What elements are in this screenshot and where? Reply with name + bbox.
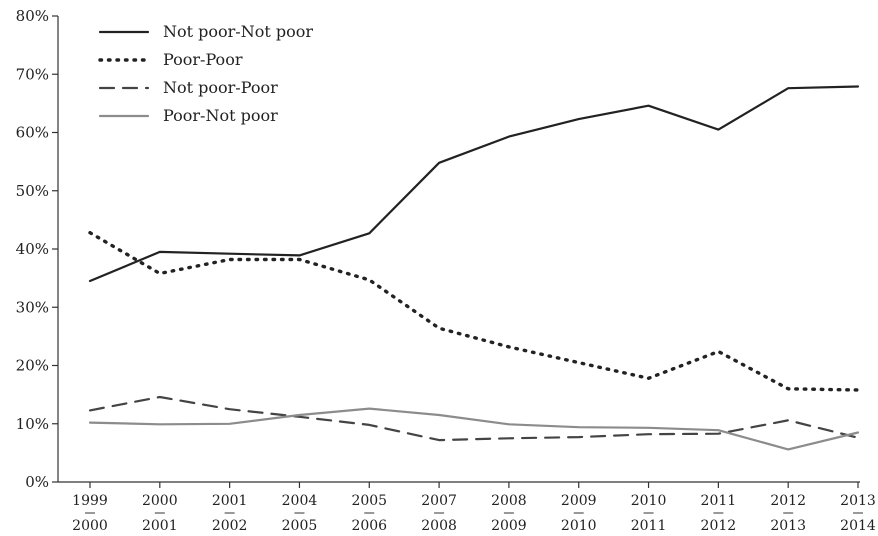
series-line-not-poor-not-poor xyxy=(88,85,860,283)
y-tick-label: 30% xyxy=(16,298,49,316)
x-tick-label-top: 2001 xyxy=(212,493,248,509)
x-tick-label-top: 2007 xyxy=(421,493,457,509)
x-tick-label-bottom: 2013 xyxy=(770,518,806,534)
x-tick-label-top: 2010 xyxy=(631,493,667,509)
y-tick-label: 40% xyxy=(16,240,49,258)
x-tick-label-bottom: 2011 xyxy=(631,518,667,534)
x-tick-label-top: 2004 xyxy=(282,493,318,509)
x-tick-label-bottom: 2008 xyxy=(421,518,457,534)
y-tick-label: 20% xyxy=(16,357,49,375)
x-tick-label-bottom: 2000 xyxy=(72,518,108,534)
x-tick-label-bottom: 2010 xyxy=(561,518,597,534)
x-tick-label-bottom: 2009 xyxy=(491,518,527,534)
x-tick-label-top: 2011 xyxy=(701,493,737,509)
y-tick-label: 60% xyxy=(16,124,49,142)
x-tick-label-top: 2009 xyxy=(561,493,597,509)
x-tick-label-bottom: 2006 xyxy=(351,518,387,534)
x-axis: 1999 2000 2000 2001 2001 2002 2004 2005 2005 2006… xyxy=(58,481,876,534)
x-tick-label-top: 2000 xyxy=(142,493,178,509)
x-tick-label-top: 2012 xyxy=(770,493,806,509)
x-tick-label-top: 2005 xyxy=(351,493,387,509)
x-tick-label-top: 2013 xyxy=(840,493,876,509)
y-tick-label: 70% xyxy=(16,65,49,83)
series-layer xyxy=(88,85,860,451)
y-tick-label: 10% xyxy=(16,415,49,433)
x-tick-label-top: 2008 xyxy=(491,493,527,509)
y-tick-label: 0% xyxy=(25,473,49,491)
x-tick-label-top: 1999 xyxy=(72,493,108,509)
legend-label-poor-not-poor: Poor-Not poor xyxy=(163,106,278,125)
legend-label-poor-poor: Poor-Poor xyxy=(163,50,243,69)
legend-label-not-poor-poor: Not poor-Poor xyxy=(163,78,278,97)
x-tick-label-bottom: 2005 xyxy=(282,518,318,534)
x-tick-label-bottom: 2014 xyxy=(840,518,876,534)
x-tick-label-bottom: 2001 xyxy=(142,518,178,534)
series-line-poor-not-poor xyxy=(88,407,860,451)
series-line-not-poor-poor xyxy=(88,395,860,442)
legend-label-not-poor-not-poor: Not poor-Not poor xyxy=(163,22,313,41)
y-axis: 0% 10% 20% 30% 40% 50% 60% 70% 80% xyxy=(16,7,59,491)
series-line-poor-poor xyxy=(88,230,860,392)
x-tick-label-bottom: 2002 xyxy=(212,518,248,534)
x-tick-label-bottom: 2012 xyxy=(701,518,737,534)
y-tick-label: 80% xyxy=(16,7,49,25)
y-tick-label: 50% xyxy=(16,182,49,200)
legend: Not poor-Not poor Poor-Poor Not poor-Poor P… xyxy=(98,22,313,125)
